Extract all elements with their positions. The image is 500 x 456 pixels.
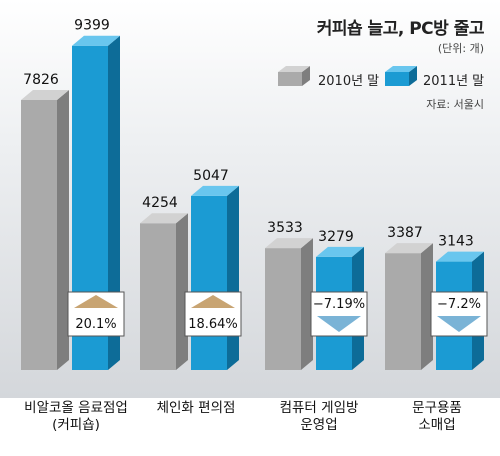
change-up-arrow bbox=[191, 295, 235, 308]
change-label: −7.2% bbox=[437, 297, 481, 312]
data-label: 3533 bbox=[267, 220, 303, 236]
data-label: 3279 bbox=[318, 229, 354, 245]
bar-s1-c1-front bbox=[191, 195, 227, 370]
change-down-arrow bbox=[437, 316, 481, 332]
change-up-arrow bbox=[74, 295, 118, 308]
bar-s0-c2-front bbox=[265, 248, 301, 370]
bar-s0-c0-side bbox=[57, 90, 69, 371]
bar-s0-c3-side bbox=[421, 243, 433, 370]
legend-swatch-top bbox=[278, 66, 310, 72]
category-label-convenience: 체인화 편의점 bbox=[131, 400, 261, 417]
category-label-pcbang-line1: 컴퓨터 게임방 bbox=[279, 400, 359, 416]
bar-s0-c3-top bbox=[385, 243, 433, 254]
bar-s0-c3-front bbox=[385, 253, 421, 370]
bar-s0-c2-top bbox=[265, 238, 313, 249]
source-label: 자료: 서울시 bbox=[426, 98, 484, 111]
category-label-pcbang: 컴퓨터 게임방 운영업 bbox=[254, 400, 384, 434]
data-label: 5047 bbox=[193, 168, 229, 184]
data-label: 4254 bbox=[142, 195, 178, 211]
data-label: 7826 bbox=[23, 72, 59, 88]
change-down-arrow bbox=[317, 316, 361, 332]
bar-s1-c0-side bbox=[108, 35, 120, 371]
legend-swatch-front bbox=[278, 72, 302, 86]
change-label: 18.64% bbox=[188, 317, 238, 332]
bar-s0-c0-front bbox=[21, 100, 57, 371]
category-label-pcbang-line2: 운영업 bbox=[300, 417, 338, 433]
unit-label: (단위: 개) bbox=[437, 42, 484, 55]
legend-swatch-front bbox=[385, 72, 409, 86]
bar-s1-c0-top bbox=[72, 35, 120, 46]
bar-s1-c1-top bbox=[191, 185, 239, 196]
legend-swatch-side bbox=[302, 66, 310, 86]
category-label-stationery: 문구용품 소매업 bbox=[372, 400, 500, 434]
category-label-cafe: 비알코올 음료점업 (커피숍) bbox=[11, 400, 141, 434]
legend-label-2011: 2011년 말 bbox=[423, 74, 485, 89]
legend-label-2010: 2010년 말 bbox=[318, 74, 380, 89]
change-label: −7.19% bbox=[313, 297, 365, 312]
legend-swatch-side bbox=[409, 66, 417, 86]
data-label: 3387 bbox=[387, 225, 423, 241]
bar-s1-c2-top bbox=[316, 246, 364, 257]
bar-s0-c0-top bbox=[21, 90, 69, 101]
category-label-cafe-line1: 비알코올 음료점업 bbox=[24, 400, 128, 416]
bar-s0-c1-front bbox=[140, 223, 176, 370]
category-label-stationery-line2: 소매업 bbox=[418, 417, 456, 433]
bar-s1-c3-top bbox=[436, 251, 484, 262]
change-label: 20.1% bbox=[75, 317, 116, 332]
category-label-convenience-line1: 체인화 편의점 bbox=[156, 400, 236, 416]
data-label: 9399 bbox=[74, 18, 110, 34]
bar-s0-c1-top bbox=[140, 213, 188, 224]
bar-s1-c1-side bbox=[227, 185, 239, 370]
category-label-cafe-line2: (커피숍) bbox=[52, 417, 100, 433]
chart-title: 커피숍 늘고, PC방 줄고 bbox=[316, 19, 485, 39]
data-label: 3143 bbox=[438, 234, 474, 250]
legend-swatch-top bbox=[385, 66, 417, 72]
category-label-stationery-line1: 문구용품 bbox=[412, 400, 462, 416]
bar-s0-c2-side bbox=[301, 238, 313, 370]
